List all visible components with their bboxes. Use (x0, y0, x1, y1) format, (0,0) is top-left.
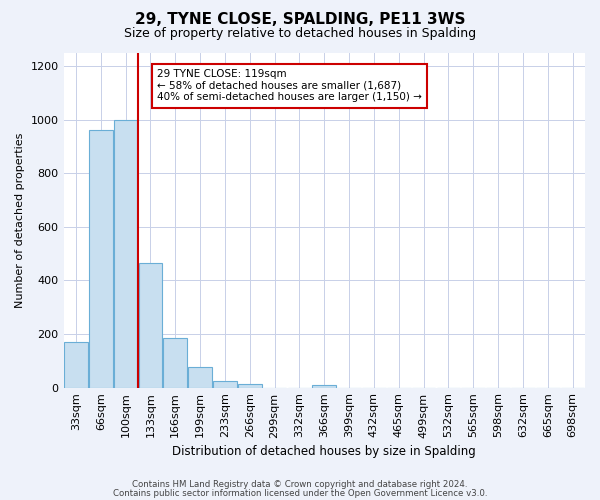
Text: Contains HM Land Registry data © Crown copyright and database right 2024.: Contains HM Land Registry data © Crown c… (132, 480, 468, 489)
Bar (64, 342, 88, 388)
Bar (313, 385, 336, 388)
Text: Contains public sector information licensed under the Open Government Licence v3: Contains public sector information licen… (113, 488, 487, 498)
Bar (213, 381, 237, 388)
Bar (89, 130, 113, 388)
Bar (188, 368, 212, 388)
Bar (163, 338, 187, 388)
Text: 29, TYNE CLOSE, SPALDING, PE11 3WS: 29, TYNE CLOSE, SPALDING, PE11 3WS (135, 12, 465, 28)
Y-axis label: Number of detached properties: Number of detached properties (15, 132, 25, 308)
Bar (114, 120, 137, 388)
Bar (139, 263, 162, 388)
X-axis label: Distribution of detached houses by size in Spalding: Distribution of detached houses by size … (172, 444, 476, 458)
Text: Size of property relative to detached houses in Spalding: Size of property relative to detached ho… (124, 28, 476, 40)
Bar (238, 384, 262, 388)
Text: 29 TYNE CLOSE: 119sqm
← 58% of detached houses are smaller (1,687)
40% of semi-d: 29 TYNE CLOSE: 119sqm ← 58% of detached … (157, 70, 422, 102)
